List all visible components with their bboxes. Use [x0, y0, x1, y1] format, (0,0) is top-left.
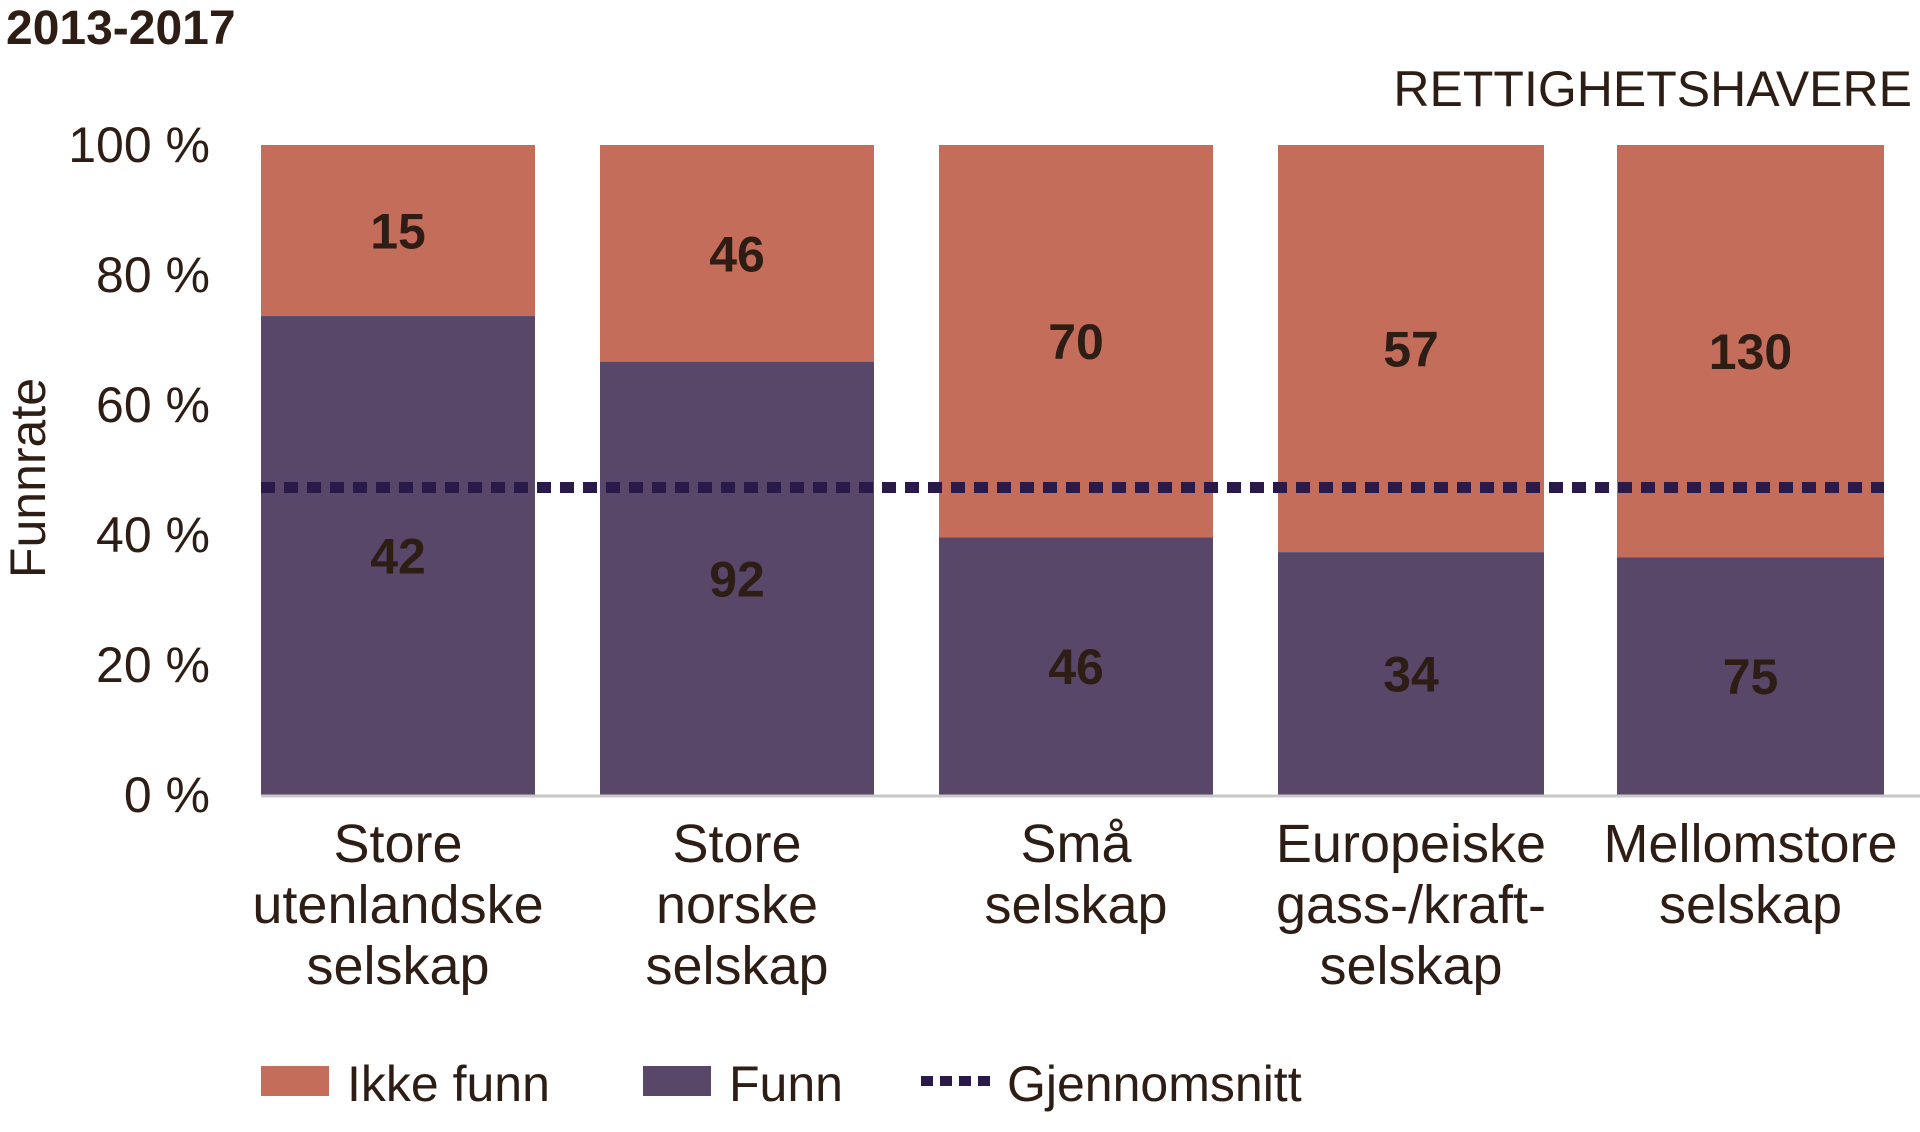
bar-segment-ikke-funn: [600, 145, 874, 362]
x-tick-label-line: Europeiske: [1276, 814, 1546, 874]
data-label-funn: 92: [709, 551, 765, 607]
bar-segment-funn: [261, 316, 535, 795]
bar-segment-funn: [600, 361, 874, 795]
x-tick-label-line: selskap: [1319, 936, 1502, 996]
x-tick-label: Store utenlandske selskap: [252, 814, 543, 996]
x-tick-label-line: Mellomstore: [1603, 814, 1897, 874]
data-label-funn: 75: [1723, 649, 1779, 705]
y-axis-label: Funnrate: [0, 378, 56, 578]
bar-segment-funn: [1617, 557, 1884, 795]
x-tick-label-line: gass-/kraft-: [1276, 875, 1546, 935]
x-tick-label-line: utenlandske: [252, 875, 543, 935]
data-label-ikke-funn: 46: [709, 226, 765, 282]
legend-label-ikke-funn: Ikke funn: [347, 1056, 550, 1112]
data-label-funn: 46: [1048, 639, 1104, 695]
bar-segment-ikke-funn: [939, 145, 1213, 538]
data-label-funn: 34: [1383, 647, 1439, 703]
x-tick-label: Mellomstore selskap: [1603, 814, 1897, 935]
x-tick-label-line: selskap: [645, 936, 828, 996]
bars: [261, 145, 1884, 795]
legend-label-funn: Funn: [729, 1056, 843, 1112]
bar-segment-ikke-funn: [261, 145, 535, 317]
x-tick-label-line: norske: [656, 875, 818, 935]
data-label-ikke-funn: 130: [1709, 324, 1792, 380]
bar-segment-funn: [939, 537, 1213, 795]
data-label-funn: 42: [370, 529, 426, 585]
x-tick-label-line: selskap: [1659, 875, 1842, 935]
x-tick-label: Små selskap: [984, 814, 1167, 935]
x-tick-label-line: Små: [1020, 814, 1132, 874]
x-tick-label-line: selskap: [306, 936, 489, 996]
legend-swatch-ikke-funn: [261, 1066, 329, 1096]
data-label-ikke-funn: 70: [1048, 314, 1104, 370]
x-tick-label-line: selskap: [984, 875, 1167, 935]
legend-swatch-funn: [643, 1066, 711, 1096]
y-tick-label: 100 %: [68, 117, 210, 173]
bar-value-labels: 15 42 46 92 70 46 57 34 130 75: [370, 204, 1792, 706]
x-tick-label: Store norske selskap: [645, 814, 828, 996]
y-axis-ticks: 0 % 20 % 40 % 60 % 80 % 100 %: [68, 117, 210, 823]
bar-segment-funn: [1278, 552, 1544, 795]
data-label-ikke-funn: 57: [1383, 322, 1439, 378]
y-tick-label: 0 %: [124, 767, 210, 823]
y-tick-label: 80 %: [96, 247, 210, 303]
chart-subtitle: RETTIGHETSHAVERE: [1393, 61, 1912, 117]
legend: Ikke funn Funn Gjennomsnitt: [261, 1056, 1302, 1112]
chart-title: 2013-2017: [6, 2, 236, 55]
y-tick-label: 20 %: [96, 637, 210, 693]
y-tick-label: 40 %: [96, 507, 210, 563]
x-tick-label-line: Store: [672, 814, 801, 874]
bar-segment-ikke-funn: [1617, 145, 1884, 558]
legend-label-gjennomsnitt: Gjennomsnitt: [1007, 1056, 1302, 1112]
y-tick-label: 60 %: [96, 377, 210, 433]
x-tick-label: Europeiske gass-/kraft-selskap: [1276, 814, 1546, 996]
data-label-ikke-funn: 15: [370, 204, 426, 260]
x-tick-label-line: Store: [333, 814, 462, 874]
